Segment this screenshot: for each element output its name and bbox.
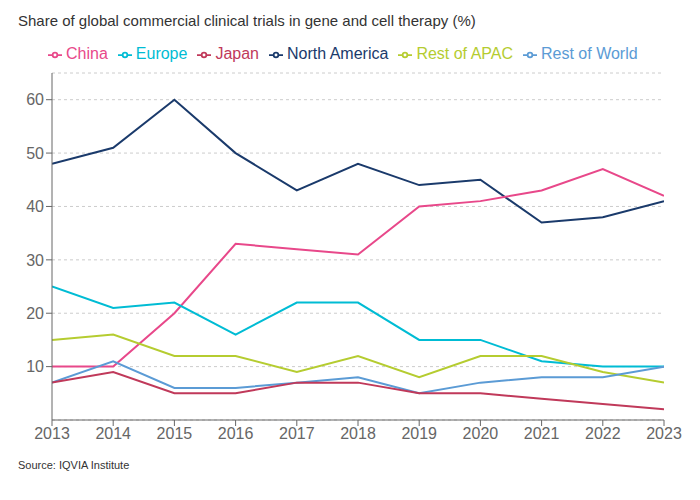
svg-text:2023: 2023 [646, 425, 682, 442]
svg-text:40: 40 [26, 198, 44, 215]
svg-text:2020: 2020 [463, 425, 499, 442]
svg-text:2017: 2017 [279, 425, 315, 442]
svg-text:2015: 2015 [157, 425, 193, 442]
svg-text:2013: 2013 [34, 425, 70, 442]
svg-text:2018: 2018 [340, 425, 376, 442]
svg-text:50: 50 [26, 145, 44, 162]
svg-text:2014: 2014 [95, 425, 131, 442]
svg-text:2021: 2021 [524, 425, 560, 442]
svg-text:2016: 2016 [218, 425, 254, 442]
html-text:North America: North America [287, 45, 389, 62]
html-text:Rest of APAC: Rest of APAC [416, 45, 513, 62]
svg-text:60: 60 [26, 91, 44, 108]
html-text:Europe: Europe [135, 45, 188, 62]
html-text:Source: IQVIA Institute: Source: IQVIA Institute [18, 459, 130, 471]
svg-text:2019: 2019 [401, 425, 437, 442]
html-text:Japan: Japan [215, 45, 259, 62]
svg-text:30: 30 [26, 252, 44, 269]
svg-text:20: 20 [26, 305, 44, 322]
html-text:Rest of World: Rest of World [541, 45, 638, 62]
html-text:China: China [66, 45, 108, 62]
svg-text:10: 10 [26, 358, 44, 375]
html-text:Share of global commercial cli: Share of global commercial clinical tria… [18, 12, 476, 29]
svg-text:2022: 2022 [585, 425, 621, 442]
